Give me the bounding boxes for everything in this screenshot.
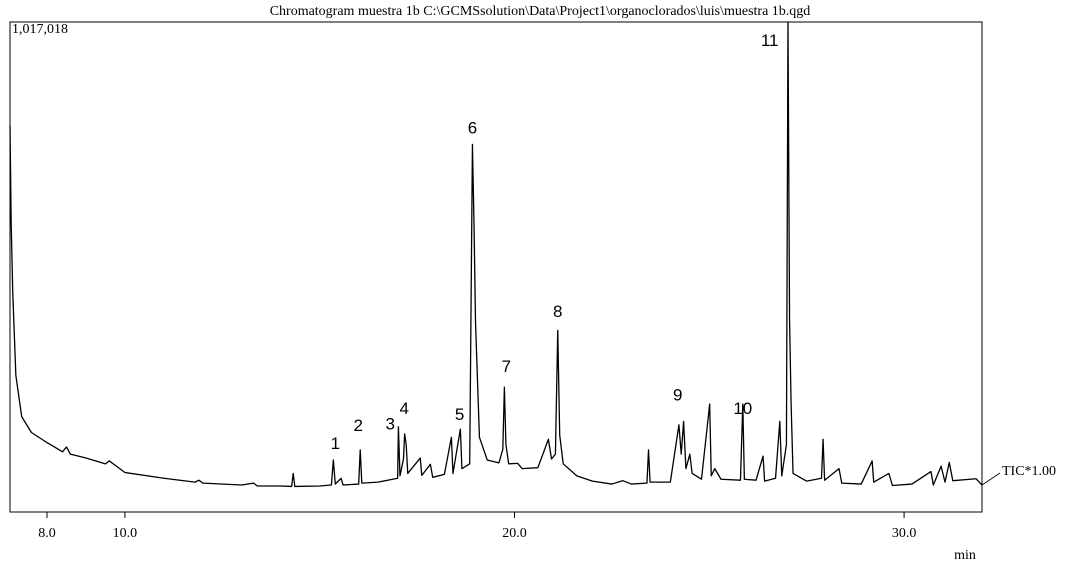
peak-annotation: 7	[502, 357, 511, 376]
peak-annotation: 9	[673, 385, 682, 404]
peak-annotation: 5	[455, 405, 464, 424]
peak-annotation: 10	[733, 399, 752, 418]
x-axis-label: min	[954, 548, 976, 563]
peak-annotation: 2	[354, 416, 363, 435]
series-line	[9, 21, 983, 488]
legend-label: TIC*1.00	[1002, 464, 1056, 479]
plot-frame	[9, 21, 983, 513]
peak-annotation: 6	[468, 118, 477, 137]
x-tick-label: 30.0	[892, 526, 917, 541]
peak-annotation: 3	[385, 414, 394, 433]
peak-annotation: 4	[400, 399, 409, 418]
x-tick-label: 8.0	[38, 526, 56, 541]
y-tick-label: 1,017,018	[12, 22, 68, 37]
legend-leader	[981, 472, 1001, 486]
x-tick-label: 20.0	[502, 526, 527, 541]
peak-annotation: 11	[761, 31, 779, 50]
x-tick-label: 10.0	[113, 526, 138, 541]
peak-annotation: 1	[331, 434, 340, 453]
chart-title: Chromatogram muestra 1b C:\GCMSsolution\…	[270, 4, 811, 19]
peak-annotation: 8	[553, 302, 562, 321]
